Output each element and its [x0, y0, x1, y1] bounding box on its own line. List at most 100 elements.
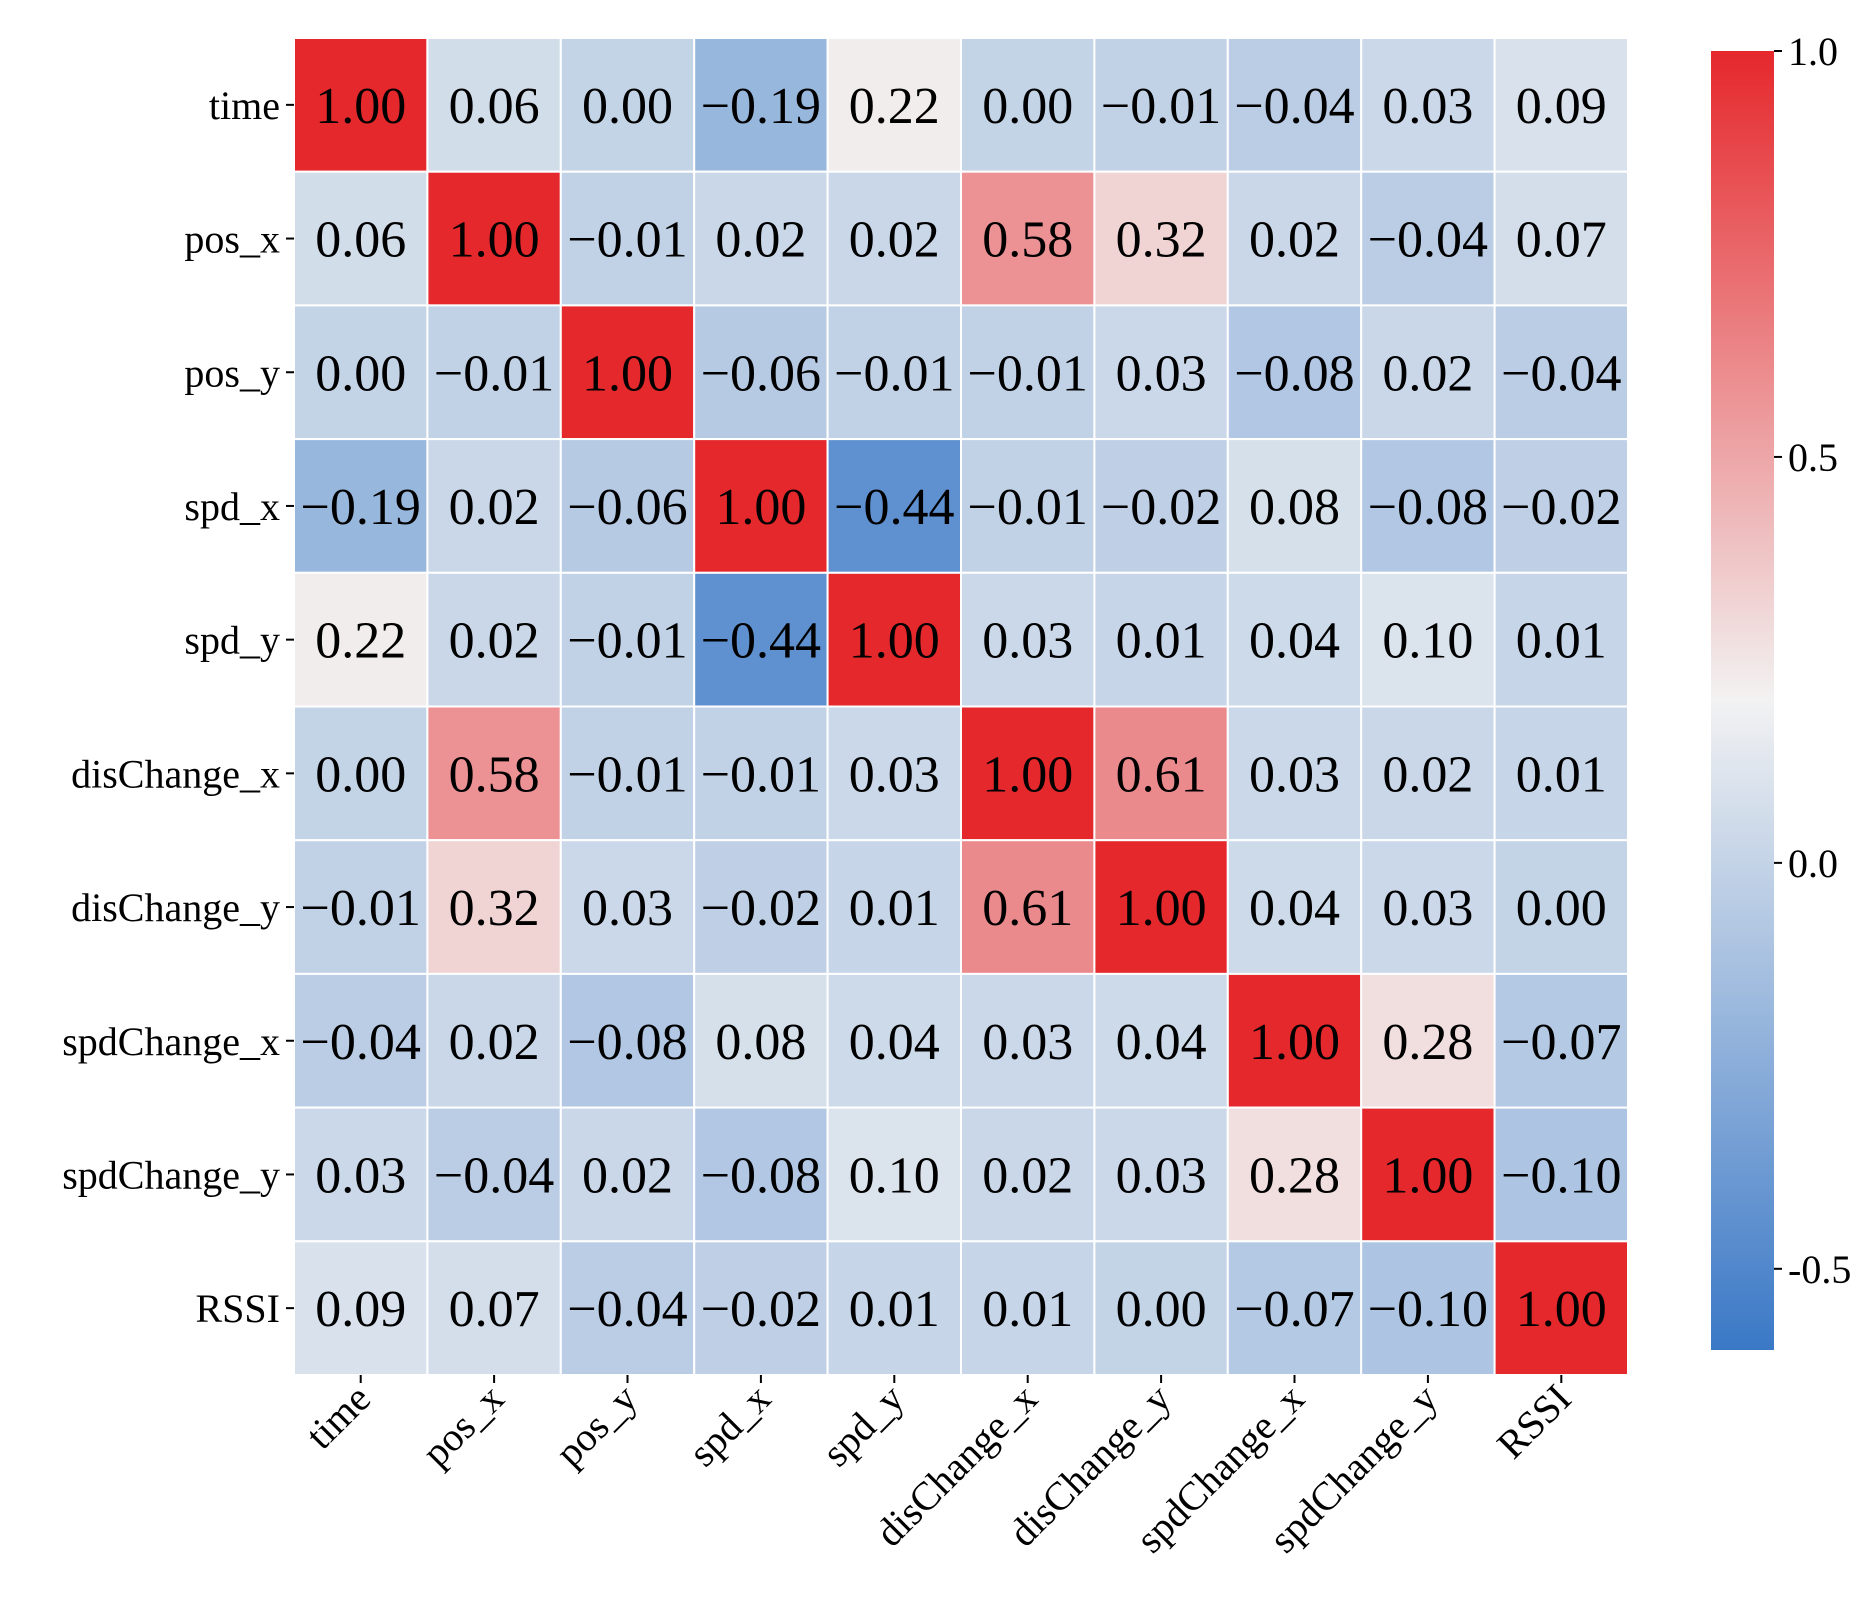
heatmap-cell-time-pos_x	[426, 37, 562, 173]
heatmap-cell-disChange_y-disChange_x	[960, 839, 1096, 975]
heatmap-cell-value: −0.01	[701, 746, 821, 803]
heatmap-cell-value: 0.07	[1516, 212, 1607, 269]
heatmap-cell-value: 1.00	[1249, 1014, 1340, 1071]
heatmap-cell-spd_y-spdChange_x	[1226, 571, 1363, 708]
heatmap-cell-spdChange_y-spd_y	[826, 1106, 962, 1243]
heatmap-cell-spdChange_y-disChange_y	[1093, 1106, 1229, 1243]
row-label-time: time	[209, 83, 280, 128]
heatmap-cell-value: −0.04	[567, 1281, 687, 1338]
heatmap-cell-value: 0.02	[849, 212, 940, 269]
heatmap-cell-value: 0.08	[715, 1014, 806, 1071]
heatmap-cell-value: −0.06	[567, 479, 687, 536]
heatmap-cell-value: −0.01	[1101, 78, 1221, 135]
heatmap-cell-disChange_x-spd_y	[826, 705, 962, 842]
heatmap-cell-value: 0.01	[1116, 613, 1207, 670]
heatmap-cell-spdChange_y-pos_x	[426, 1106, 562, 1243]
heatmap-cell-pos_y-spdChange_y	[1360, 304, 1496, 441]
row-labels: time pos_x pos_y spd_x spd_y disChange_x disCh…	[62, 83, 294, 1331]
heatmap-cell-value: 0.06	[449, 78, 540, 135]
heatmap-cell-value: −0.08	[567, 1014, 687, 1071]
heatmap-cell-value: 0.58	[449, 746, 540, 803]
heatmap-cell-value: −0.07	[1234, 1281, 1354, 1338]
heatmap-cell-value: 0.00	[982, 78, 1073, 135]
heatmap-cell-value: −0.01	[567, 746, 687, 803]
heatmap-cell-spd_y-disChange_x	[960, 571, 1096, 708]
heatmap-cell-value: 0.61	[1116, 746, 1207, 803]
heatmap-cell-disChange_x-spdChange_y	[1360, 705, 1496, 842]
heatmap-cell-value: −0.01	[834, 345, 954, 402]
heatmap-cell-value: −0.07	[1501, 1014, 1621, 1071]
row-label-spdChange_y: spdChange_y	[62, 1152, 280, 1197]
heatmap-cell-time-spdChange_x	[1226, 37, 1363, 173]
column-label-pos_y: pos_y	[546, 1376, 645, 1475]
heatmap-cell-value: −0.01	[567, 613, 687, 670]
heatmap-cells: 1.00 0.06 0.00 −0.19 0.22 0.00 −0.01 −0.04 0.03 0…	[293, 37, 1629, 1377]
heatmap-cell-value: −0.04	[301, 1014, 421, 1071]
heatmap-cell-spdChange_y-pos_y	[559, 1106, 696, 1243]
colorbar-tick-label: 1.0	[1788, 29, 1838, 74]
heatmap-cell-time-spd_x	[693, 37, 829, 173]
heatmap-cell-value: −0.04	[434, 1147, 554, 1204]
heatmap-cell-value: 0.02	[715, 212, 806, 269]
heatmap-cell-value: 0.03	[315, 1147, 406, 1204]
heatmap-cell-value: −0.06	[701, 345, 821, 402]
heatmap-cell-value: 1.00	[1116, 880, 1207, 937]
heatmap-cell-value: 0.08	[1249, 479, 1340, 536]
heatmap-cell-value: 0.28	[1382, 1014, 1473, 1071]
heatmap-cell-value: 0.01	[1516, 613, 1607, 670]
heatmap-cell-value: −0.02	[701, 1281, 821, 1338]
heatmap-cell-value: 0.32	[1116, 212, 1207, 269]
heatmap-cell-pos_x-pos_x	[426, 170, 562, 307]
heatmap-cell-value: 0.06	[315, 212, 406, 269]
heatmap-cell-value: 0.10	[1382, 613, 1473, 670]
heatmap-cell-value: 0.03	[982, 613, 1073, 670]
heatmap-cell-disChange_x-spd_x	[693, 705, 829, 842]
heatmap-cell-disChange_y-time	[293, 839, 429, 975]
heatmap-cell-value: −0.08	[1368, 479, 1488, 536]
heatmap-cell-time-disChange_x	[960, 37, 1096, 173]
heatmap-cell-spd_y-pos_x	[426, 571, 562, 708]
colorbar-gradient-bar	[1711, 51, 1774, 1350]
heatmap-cell-disChange_x-disChange_x	[960, 705, 1096, 842]
heatmap-cell-value: 0.00	[315, 345, 406, 402]
heatmap-cell-value: 0.03	[1382, 880, 1473, 937]
heatmap-cell-value: −0.44	[834, 479, 954, 536]
column-labels: time pos_x pos_y spd_x spd_ydisChange_xdisCh…	[297, 1375, 1580, 1561]
heatmap-cell-value: 0.02	[1382, 746, 1473, 803]
heatmap-cell-spd_y-spdChange_y	[1360, 571, 1496, 708]
heatmap-cell-spd_x-spdChange_y	[1360, 438, 1496, 574]
heatmap-cell-value: −0.04	[1501, 345, 1621, 402]
heatmap-cell-pos_x-disChange_x	[960, 170, 1096, 307]
heatmap-cell-value: 0.00	[315, 746, 406, 803]
heatmap-cell-spd_x-RSSI	[1493, 438, 1629, 574]
colorbar-tick-label: -0.5	[1788, 1247, 1851, 1292]
heatmap-cell-value: −0.44	[701, 613, 821, 670]
column-label-RSSI: RSSI	[1488, 1376, 1580, 1468]
heatmap-cell-pos_y-spdChange_x	[1226, 304, 1363, 441]
heatmap-cell-value: −0.02	[701, 880, 821, 937]
heatmap-cell-spd_y-spd_y	[826, 571, 962, 708]
heatmap-cell-value: 0.04	[1249, 613, 1340, 670]
heatmap-cell-time-time	[293, 37, 429, 173]
heatmap-cell-value: 1.00	[582, 345, 673, 402]
heatmap-cell-RSSI-spdChange_x	[1226, 1240, 1363, 1377]
heatmap-cell-spdChange_x-RSSI	[1493, 972, 1629, 1109]
heatmap-cell-spdChange_x-pos_y	[559, 972, 696, 1109]
heatmap-cell-RSSI-time	[293, 1240, 429, 1377]
heatmap-cell-value: 0.01	[849, 880, 940, 937]
heatmap-cell-value: −0.01	[968, 345, 1088, 402]
heatmap-cell-spdChange_x-spdChange_y	[1360, 972, 1496, 1109]
heatmap-cell-value: −0.01	[567, 212, 687, 269]
heatmap-cell-value: 1.00	[449, 212, 540, 269]
heatmap-cell-spdChange_x-disChange_y	[1093, 972, 1229, 1109]
heatmap-cell-spdChange_y-spd_x	[693, 1106, 829, 1243]
heatmap-cell-pos_x-spdChange_y	[1360, 170, 1496, 307]
heatmap-cell-value: 0.61	[982, 880, 1073, 937]
heatmap-cell-value: 0.03	[1382, 78, 1473, 135]
heatmap-cell-value: 0.32	[449, 880, 540, 937]
heatmap-cell-value: 0.09	[315, 1281, 406, 1338]
heatmap-cell-pos_x-spdChange_x	[1226, 170, 1363, 307]
heatmap-cell-RSSI-pos_x	[426, 1240, 562, 1377]
